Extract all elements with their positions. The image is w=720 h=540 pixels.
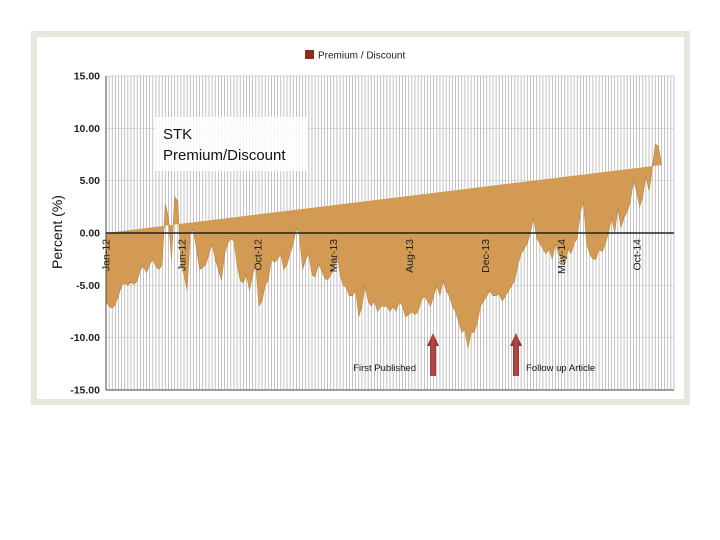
y-tick-label: 5.00 xyxy=(80,175,101,187)
x-tick-label: Dec-13 xyxy=(480,239,492,273)
y-tick-label: -5.00 xyxy=(76,280,100,292)
legend-label: Premium / Discount xyxy=(318,51,405,62)
x-tick-label: Jun-12 xyxy=(176,239,188,271)
x-tick-label: Oct-14 xyxy=(632,239,644,271)
arrow-label-first-published: First Published xyxy=(353,363,416,374)
y-tick-label: -10.00 xyxy=(70,332,100,344)
legend-swatch xyxy=(305,50,314,59)
premium-discount-area xyxy=(105,143,662,349)
x-tick-label: Jan-12 xyxy=(101,239,113,271)
arrow-follow-up xyxy=(510,333,522,376)
arrow-first-published xyxy=(427,333,439,376)
axes: 15.00 10.00 5.00 0.00 -5.00 -10.00 -15.00 Jan-1… xyxy=(70,71,674,397)
arrow-label-follow-up: Follow up Article xyxy=(526,363,595,374)
x-tick-label: Mar-13 xyxy=(328,239,340,272)
y-axis-title: Percent (%) xyxy=(49,195,65,269)
area-series xyxy=(105,143,662,349)
x-tick-label: May-14 xyxy=(556,239,568,274)
y-tick-label: -15.00 xyxy=(70,385,100,397)
x-tick-label: Aug-13 xyxy=(404,239,416,273)
annotation-line-1: STK xyxy=(163,126,192,143)
y-tick-label: 10.00 xyxy=(74,123,100,135)
annotation-box xyxy=(155,117,308,171)
annotation-line-2: Premium/Discount xyxy=(163,147,286,164)
y-tick-label: 0.00 xyxy=(80,228,101,240)
x-tick-label: Oct-12 xyxy=(252,239,264,271)
y-tick-label: 15.00 xyxy=(74,71,100,83)
